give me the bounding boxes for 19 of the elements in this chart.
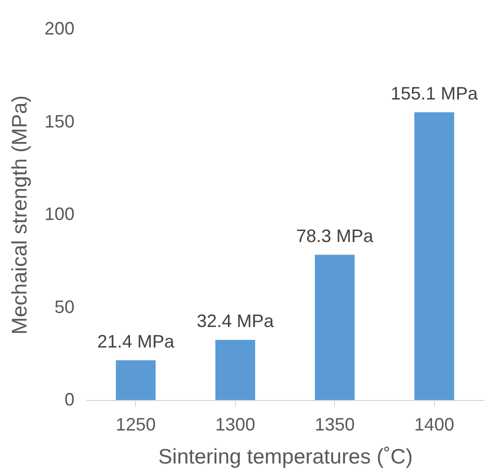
y-axis-title: Mechaical strength (MPa) [8,95,32,335]
bar [314,254,355,400]
x-tick-label: 1300 [215,414,256,434]
y-tick-label: 0 [64,390,74,410]
data-label: 32.4 MPa [196,310,275,331]
x-tick-label: 1350 [314,414,355,434]
x-axis-title: Sintering temperatures (˚C) [158,446,413,468]
y-tick-label: 100 [44,204,74,224]
data-label: 78.3 MPa [296,226,374,246]
y-tick-label: 200 [44,18,74,38]
bar [116,360,156,400]
x-tick-label: 1250 [116,414,156,434]
data-label: 155.1 MPa [390,83,479,104]
bar [414,112,454,400]
y-tick-label: 50 [54,296,74,317]
y-tick-label: 150 [44,111,74,132]
data-label: 21.4 MPa [97,331,176,352]
x-tick-label: 1400 [414,414,454,434]
bar [215,340,256,400]
